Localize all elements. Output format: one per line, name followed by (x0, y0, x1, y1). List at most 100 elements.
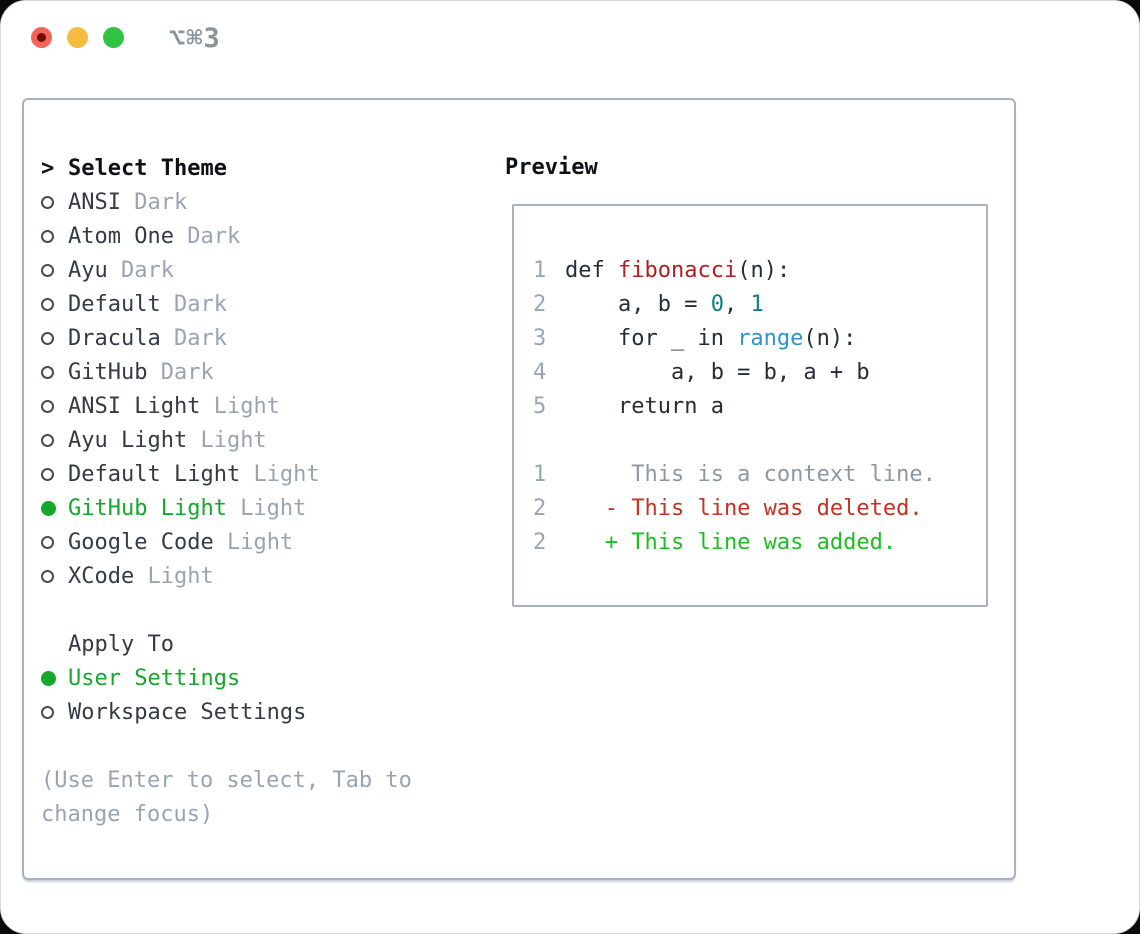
diff-sample: 1 This is a context line. 2 - This line w… (533, 458, 986, 560)
radio-icon (41, 195, 68, 209)
theme-label: GitHub Light (68, 495, 241, 521)
code-segment-code: a, b = b, a + b (565, 360, 870, 385)
radio-icon (41, 297, 68, 311)
theme-variant-tag: Dark (187, 223, 241, 249)
theme-label: GitHub (68, 359, 161, 385)
titlebar: ⌥⌘3 (1, 1, 1139, 76)
radio-icon (41, 705, 68, 719)
theme-list-header: Select Theme (68, 155, 227, 181)
diff-line: 1 This is a context line. (533, 458, 986, 492)
help-text: change focus) (41, 801, 214, 827)
code-line: 2 a, b = 0, 1 (533, 288, 986, 322)
theme-option-atom-one[interactable]: Atom One Dark (41, 219, 412, 253)
code-segment-num: 0 (710, 292, 724, 317)
radio-icon (41, 331, 68, 345)
line-number: 2 (533, 292, 547, 317)
line-number: 3 (533, 326, 547, 351)
radio-icon (41, 399, 68, 413)
code-segment-func: fibonacci (617, 258, 738, 283)
diff-line: 2 + This line was added. (533, 526, 986, 560)
theme-option-github[interactable]: GitHub Dark (41, 355, 412, 389)
theme-option-default-light[interactable]: Default Light Light (41, 457, 412, 491)
minimize-button[interactable] (67, 27, 88, 48)
close-button[interactable] (31, 27, 52, 48)
apply-to-option-user-settings[interactable]: User Settings (41, 661, 412, 695)
theme-label: Default (68, 291, 174, 317)
theme-label: Ayu (68, 257, 121, 283)
theme-option-github-light[interactable]: GitHub Light Light (41, 491, 412, 525)
theme-variant-tag: Dark (160, 359, 214, 385)
theme-label: Atom One (68, 223, 188, 249)
help-text: (Use Enter to select, Tab to (41, 767, 412, 793)
theme-label: Dracula (68, 325, 174, 351)
apply-to-label: User Settings (68, 665, 241, 691)
theme-variant-tag: Light (253, 461, 320, 487)
code-segment-code: return a (565, 394, 724, 419)
code-segment-num: 1 (750, 292, 764, 317)
code-segment-code: (n): (803, 326, 857, 351)
zoom-button[interactable] (103, 27, 124, 48)
window-title: ⌥⌘3 (169, 23, 221, 54)
apply-to-option-workspace-settings[interactable]: Workspace Settings (41, 695, 412, 729)
apply-to-label: Workspace Settings (68, 699, 307, 725)
theme-variant-tag: Dark (134, 189, 188, 215)
code-segment-code: a, b = (565, 292, 711, 317)
help-text-line-1: (Use Enter to select, Tab to (41, 763, 412, 797)
prompt-chevron-icon: > (41, 155, 55, 181)
radio-selected-icon (41, 670, 68, 686)
code-line: 3 for _ in range (n): (533, 322, 986, 356)
theme-option-ansi-light[interactable]: ANSI Light Light (41, 389, 412, 423)
theme-option-xcode[interactable]: XCode Light (41, 559, 412, 593)
theme-option-dracula[interactable]: Dracula Dark (41, 321, 412, 355)
diff-line: 2 - This line was deleted. (533, 492, 986, 526)
code-line: 1 def fibonacci (n): (533, 254, 986, 288)
theme-label: ANSI (68, 189, 135, 215)
theme-label: Google Code (68, 529, 227, 555)
theme-variant-tag: Dark (173, 291, 227, 317)
theme-list: > Select Theme ANSI Dark Atom One Dark Ayu D… (41, 151, 412, 831)
radio-icon (41, 535, 68, 549)
theme-variant-tag: Dark (120, 257, 174, 283)
theme-list-header-row: > Select Theme (41, 151, 412, 185)
code-line: 4 a, b = b, a + b (533, 356, 986, 390)
record-dot-icon (37, 33, 46, 42)
radio-icon (41, 433, 68, 447)
theme-option-ayu-light[interactable]: Ayu Light Light (41, 423, 412, 457)
radio-icon (41, 569, 68, 583)
theme-variant-tag: Light (213, 393, 280, 419)
line-number: 2 (533, 496, 547, 521)
code-segment-add: + This line was added. (565, 530, 897, 555)
code-line: 5 return a (533, 390, 986, 424)
apply-to-header: Apply To (68, 631, 174, 657)
help-text-line-2: change focus) (41, 797, 412, 831)
theme-label: Ayu Light (68, 427, 201, 453)
radio-icon (41, 229, 68, 243)
theme-label: Default Light (68, 461, 254, 487)
line-number: 5 (533, 394, 547, 419)
theme-label: ANSI Light (68, 393, 214, 419)
code-segment-ctx: This is a context line. (565, 462, 936, 487)
theme-option-ayu[interactable]: Ayu Dark (41, 253, 412, 287)
theme-option-ansi[interactable]: ANSI Dark (41, 185, 412, 219)
code-segment-code: , (723, 292, 751, 317)
code-segment-code: (n): (737, 258, 791, 283)
line-number: 1 (533, 258, 547, 283)
theme-picker-panel: > Select Theme ANSI Dark Atom One Dark Ayu D… (22, 98, 1016, 880)
code-segment-call: range (737, 326, 804, 351)
theme-label: XCode (68, 563, 148, 589)
radio-selected-icon (41, 500, 68, 516)
theme-option-google-code[interactable]: Google Code Light (41, 525, 412, 559)
code-segment-code: for _ in (565, 326, 738, 351)
theme-variant-tag: Light (226, 529, 294, 555)
theme-variant-tag: Light (147, 563, 214, 589)
radio-icon (41, 467, 68, 481)
apply-to-header-row: Apply To (41, 627, 412, 661)
spacer-row (41, 593, 412, 627)
theme-variant-tag: Light (200, 427, 267, 453)
line-number: 2 (533, 530, 547, 555)
theme-option-default[interactable]: Default Dark (41, 287, 412, 321)
radio-icon (41, 365, 68, 379)
